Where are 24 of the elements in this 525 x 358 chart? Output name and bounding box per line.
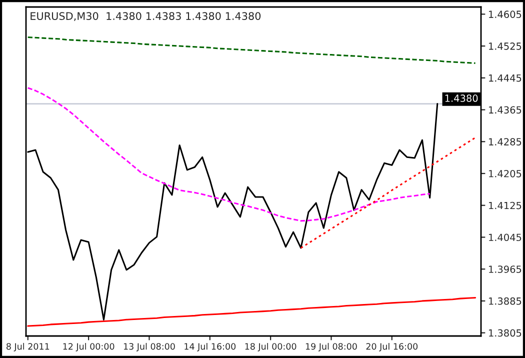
y-tick-label: 1.4045 [489,234,522,242]
line-series [300,136,476,249]
y-tick-label: 1.4365 [489,106,522,114]
y-tick-label: 1.4205 [489,170,522,178]
line-series [27,36,476,64]
x-tick-label: 14 Jul 16:00 [184,342,236,352]
x-tick-label: 19 Jul 08:00 [306,342,357,352]
y-tick-label: 1.4525 [489,42,522,50]
x-tick-label: 13 Jul 08:00 [124,342,175,352]
y-tick-label: 1.3805 [489,329,522,337]
y-tick-label: 1.4285 [489,138,522,146]
line-series [27,87,431,222]
chart-title: EURUSD,M30 1.4380 1.4383 1.4380 1.4380 [30,12,261,22]
line-series [27,297,476,327]
y-tick-label: 1.4605 [489,10,522,18]
y-tick-label: 1.3965 [489,266,522,273]
y-tick-label: 1.4445 [489,74,522,82]
y-tick-label: 1.3885 [489,297,522,305]
x-tick-label: 20 Jul 16:00 [366,342,418,352]
x-tick-label: 8 Jul 2011 [6,342,50,352]
y-tick-label: 1.4125 [489,202,522,210]
x-tick-label: 12 Jul 00:00 [63,342,114,352]
x-tick-label: 18 Jul 00:00 [245,342,296,352]
ref-line-label: 1.4380 [445,94,478,102]
